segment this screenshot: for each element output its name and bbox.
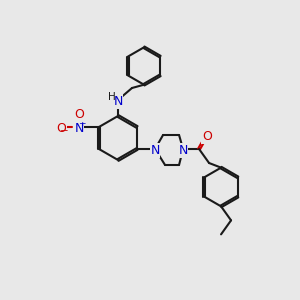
Text: O: O (74, 108, 84, 121)
Text: O: O (202, 130, 212, 143)
Text: N: N (150, 144, 160, 157)
Text: N: N (74, 122, 84, 135)
Text: H: H (108, 92, 116, 102)
Text: +: + (78, 119, 86, 128)
Text: −: − (60, 126, 68, 136)
Text: O: O (56, 122, 66, 135)
Text: N: N (113, 95, 123, 108)
Text: N: N (178, 144, 188, 157)
